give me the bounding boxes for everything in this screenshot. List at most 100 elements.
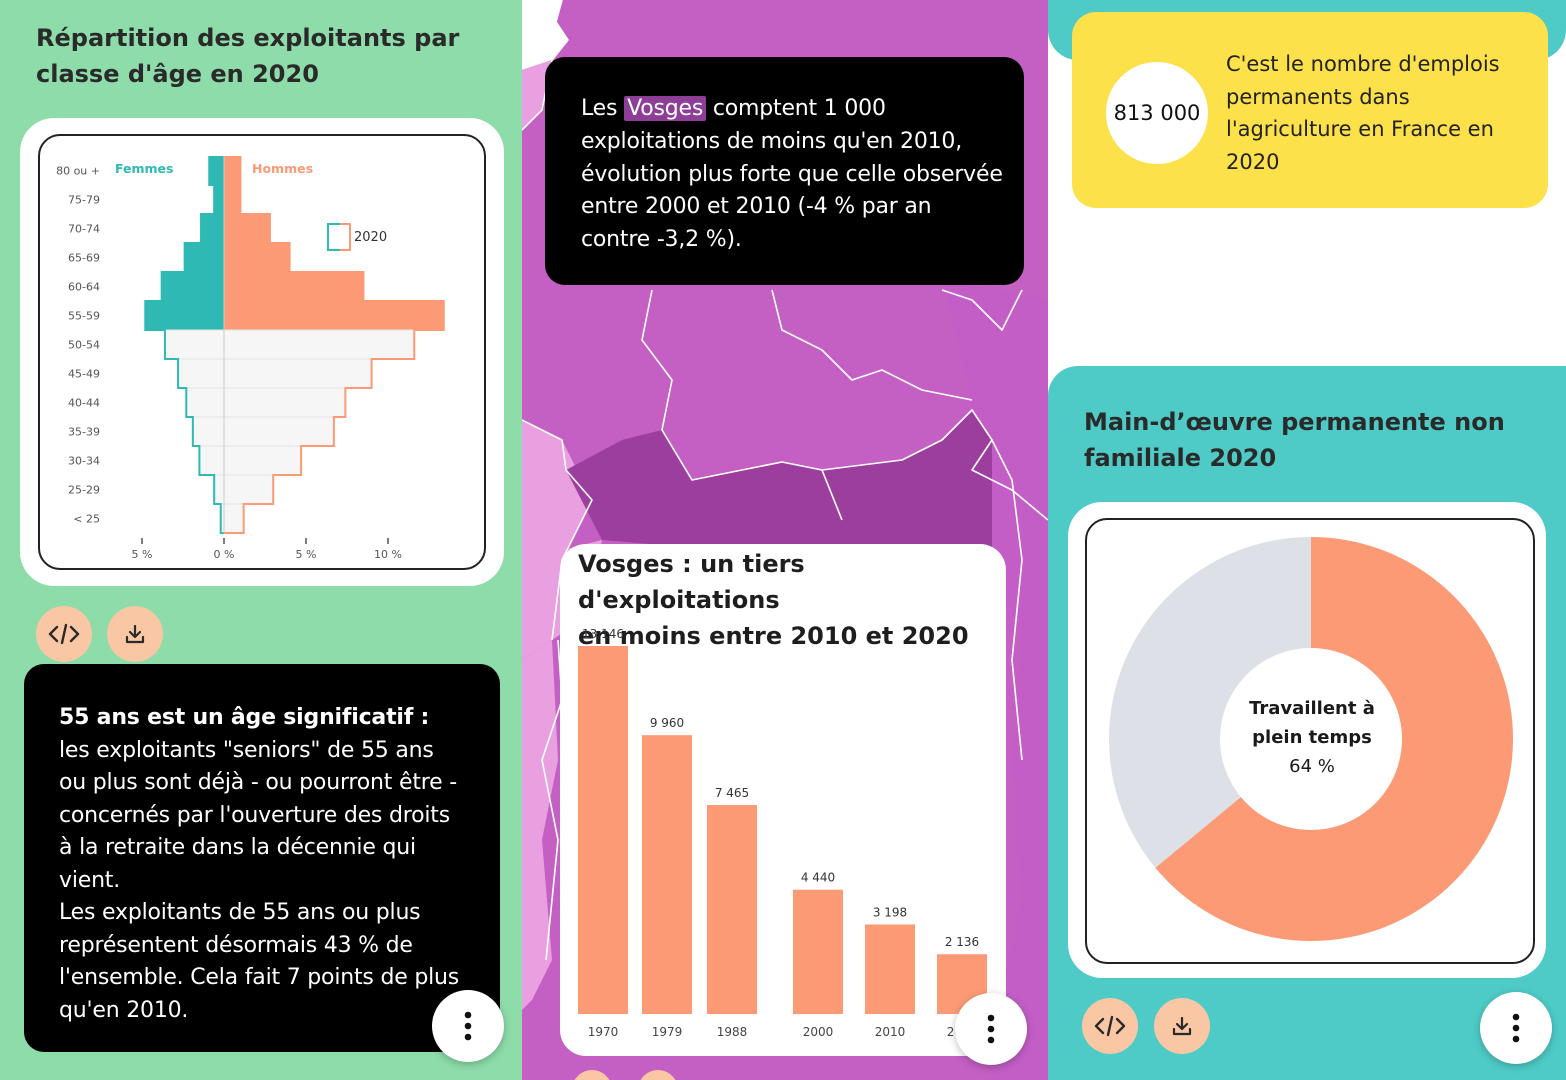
download-button[interactable] [107, 606, 163, 662]
age-tick-label: < 25 [73, 513, 100, 526]
vosges-chart-card: Vosges : un tiers d'exploitations en moi… [560, 544, 1006, 1056]
men-outline [224, 156, 445, 534]
fulltime-donut-chart [1109, 537, 1513, 941]
age-tick-label: 25-29 [68, 484, 100, 497]
women-bar [214, 185, 224, 214]
age-tick-label: 65-69 [68, 252, 100, 265]
code-icon [48, 623, 80, 645]
bar-value-label: 7 465 [715, 786, 749, 800]
men-bar [224, 475, 274, 504]
download-icon [1172, 1016, 1192, 1036]
bar-category-label: 2010 [875, 1025, 906, 1039]
bar-value-label: 13 146 [582, 627, 624, 641]
women-bar [220, 504, 224, 533]
men-bar [224, 156, 241, 185]
age-tick-label: 35-39 [68, 426, 100, 439]
download-button-2[interactable] [638, 1070, 678, 1080]
donut-label-line2: plein temps [1252, 727, 1372, 748]
vosges-panel: Les Vosges comptent 1 000 exploitations … [522, 0, 1048, 1080]
legend-2020-men-mark [340, 223, 351, 251]
women-bar [186, 388, 224, 417]
pyramid-explanation: 55 ans est un âge significatif : les exp… [24, 664, 500, 1052]
donut-slice-other [1109, 537, 1311, 868]
men-bar [224, 417, 334, 446]
bar-category-label: 2000 [803, 1025, 834, 1039]
download-icon [125, 624, 145, 644]
stat-description: C'est le nombre d'emplois permanents dan… [1226, 52, 1500, 174]
donut-label-line1: Travaillent à [1249, 698, 1375, 719]
explanation-paragraph-2: Les exploitants de 55 ans ou plus représ… [59, 900, 460, 1023]
vosges-text-post: comptent 1 000 exploitations de moins qu… [581, 96, 1003, 253]
bar-category-label: 1970 [588, 1025, 619, 1039]
age-tick-label: 75-79 [68, 194, 100, 207]
age-tick-label: 60-64 [68, 281, 100, 294]
embed-button-3[interactable] [1082, 998, 1138, 1054]
women-bar [201, 214, 224, 243]
x-tick-label: 0 % [214, 548, 235, 561]
pyramid-card: 80 ou + 75-79 70-74 65-69 60-64 55-59 50-54 45-… [20, 118, 504, 586]
download-button-3[interactable] [1154, 998, 1210, 1054]
workforce-title: Main-d’œuvre permanente non familiale 20… [1084, 404, 1505, 476]
bar-category-label: 1979 [652, 1025, 683, 1039]
farm-count-bar-chart: 13 146 1970 9 960 1979 7 465 1988 4 440 2000 3 1… [578, 627, 987, 1039]
embed-button[interactable] [36, 606, 92, 662]
more-vertical-icon [1512, 1013, 1520, 1043]
stat-card: 813 000 C'est le nombre d'emplois perman… [1072, 12, 1548, 208]
women-bar [178, 359, 224, 388]
men-bar [224, 272, 364, 301]
bar [865, 924, 915, 1014]
women-bar [214, 475, 224, 504]
x-tick-label: 10 % [374, 548, 402, 561]
legend-2020-women-mark [327, 223, 340, 251]
men-bar [224, 504, 244, 533]
explanation-paragraph-1: 55 ans est un âge significatif : les exp… [59, 702, 466, 897]
workforce-panel: 813 000 C'est le nombre d'emplois perman… [1048, 0, 1566, 1080]
pyramid-title: Répartition des exploitants par classe d… [36, 20, 459, 92]
women-bar [209, 156, 224, 185]
men-bar [224, 214, 270, 243]
code-icon [1094, 1015, 1126, 1037]
bar [793, 889, 843, 1014]
bar [642, 735, 692, 1014]
pyramid-title-line1: Répartition des exploitants par [36, 24, 460, 52]
bar-value-label: 4 440 [801, 871, 835, 885]
age-tick-label: 55-59 [68, 310, 100, 323]
x-tick-label: 5 % [132, 548, 153, 561]
vosges-chart-title-line1: Vosges : un tiers d'exploitations [578, 550, 805, 614]
bar [578, 646, 628, 1014]
embed-button-2[interactable] [572, 1070, 612, 1080]
stat-value-circle: 813 000 [1106, 62, 1208, 164]
donut-label-value: 64 % [1289, 756, 1335, 777]
women-bar [184, 243, 224, 272]
bar-value-label: 2 136 [945, 935, 979, 949]
pyramid-chart-frame: 80 ou + 75-79 70-74 65-69 60-64 55-59 50-54 45-… [38, 134, 486, 570]
vosges-highlight: Vosges [624, 96, 707, 121]
donut-chart-frame: Travaillent à plein temps 64 % [1085, 518, 1535, 964]
men-bar [224, 301, 444, 330]
workforce-section: Main-d’œuvre permanente non familiale 20… [1048, 366, 1566, 1080]
bar [707, 805, 757, 1014]
vosges-info-box: Les Vosges comptent 1 000 exploitations … [545, 57, 1024, 285]
pyramid-panel: Répartition des exploitants par classe d… [0, 0, 522, 1080]
more-vertical-icon [987, 1014, 995, 1044]
legend-men: Hommes [252, 161, 313, 176]
bar-category-label: 1988 [717, 1025, 748, 1039]
more-options-button-1[interactable] [432, 990, 504, 1062]
more-options-button-2[interactable] [955, 993, 1027, 1065]
age-tick-label: 70-74 [68, 223, 100, 236]
women-bar [145, 301, 224, 330]
women-bar [161, 272, 224, 301]
legend-women: Femmes [115, 161, 173, 176]
pyramid-title-line2: classe d'âge en 2020 [36, 60, 319, 88]
men-bar [224, 243, 290, 272]
men-bar [224, 359, 372, 388]
vosges-info-text: Les Vosges comptent 1 000 exploitations … [581, 93, 1004, 257]
men-bar [224, 388, 346, 417]
legend-2020: 2020 [354, 230, 387, 245]
age-tick-label: 40-44 [68, 397, 100, 410]
more-options-button-3[interactable] [1480, 992, 1552, 1064]
stat-value: 813 000 [1113, 101, 1201, 125]
women-outline [144, 156, 224, 534]
men-bar [224, 446, 302, 475]
workforce-title-line2: familiale 2020 [1084, 444, 1277, 472]
